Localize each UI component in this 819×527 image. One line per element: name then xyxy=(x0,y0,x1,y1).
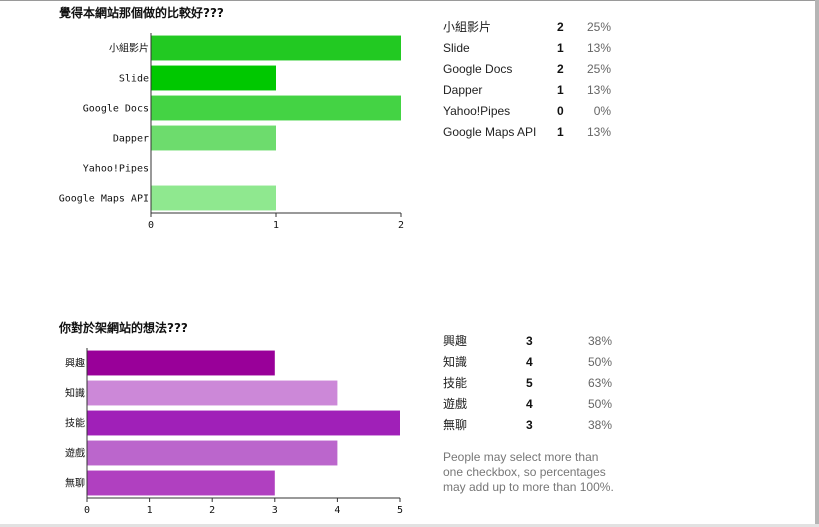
summary-percent: 38% xyxy=(587,417,612,432)
category-label: Google Maps API xyxy=(59,194,149,205)
summary-count: 0 xyxy=(557,103,564,118)
bar xyxy=(151,95,401,121)
category-label: Dapper xyxy=(113,134,149,145)
question-title: 覺得本網站那個做的比較好??? xyxy=(59,6,224,20)
scrollbar[interactable] xyxy=(815,0,819,527)
summary-label: 興趣 xyxy=(443,334,468,348)
summary-label: 技能 xyxy=(443,376,468,390)
summary-count: 5 xyxy=(526,375,533,390)
bar xyxy=(87,380,338,406)
x-tick-label: 0 xyxy=(148,220,154,231)
summary-count: 1 xyxy=(557,82,564,97)
x-tick-label: 2 xyxy=(398,220,404,231)
bar xyxy=(151,185,276,211)
x-tick-label: 0 xyxy=(84,505,90,516)
bar-chart: 小組影片 Slide Google Docs Dapper Yahoo!Pipes Goo… xyxy=(59,33,404,231)
summary-label: Yahoo!Pipes xyxy=(443,103,511,118)
summary-row: Google Maps API 1 13% xyxy=(443,121,611,142)
summary-row: 興趣 3 38% xyxy=(443,330,612,351)
bar xyxy=(87,470,275,496)
x-tick-label: 4 xyxy=(334,505,340,516)
summary-count: 3 xyxy=(526,417,533,432)
summary-percent: 25% xyxy=(587,61,612,76)
bar xyxy=(151,35,401,61)
summary-table: 小組影片 2 25% Slide 1 13% Google Docs 2 25%… xyxy=(443,16,611,142)
summary-count: 1 xyxy=(557,124,564,139)
x-tick-label: 2 xyxy=(209,505,215,516)
multi-select-note: People may select more than one checkbox… xyxy=(443,450,614,494)
category-label: 小組影片 xyxy=(109,42,149,55)
summary-label: Google Maps API xyxy=(443,124,537,139)
summary-row: 遊戲 4 50% xyxy=(443,393,612,414)
category-label: 興趣 xyxy=(65,357,85,370)
summary-label: 無聊 xyxy=(443,418,468,432)
summary-label: 知識 xyxy=(443,355,468,369)
summary-label: Slide xyxy=(443,40,470,55)
bar xyxy=(151,65,276,91)
summary-count: 2 xyxy=(557,61,564,76)
summary-label: Dapper xyxy=(443,82,483,97)
summary-table: 興趣 3 38% 知識 4 50% 技能 5 63% 遊戲 4 50% 無聊 3… xyxy=(443,330,612,435)
summary-percent: 13% xyxy=(587,40,612,55)
summary-count: 2 xyxy=(557,19,564,34)
summary-percent: 0% xyxy=(593,103,612,118)
bar xyxy=(87,440,338,466)
summary-percent: 38% xyxy=(587,333,612,348)
bar xyxy=(87,410,400,436)
summary-percent: 50% xyxy=(587,396,612,411)
category-label: Slide xyxy=(119,74,149,85)
summary-percent: 13% xyxy=(587,124,612,139)
summary-row: 知識 4 50% xyxy=(443,351,612,372)
category-label: Google Docs xyxy=(83,104,149,115)
summary-percent: 63% xyxy=(587,375,612,390)
bottom-border xyxy=(0,524,819,527)
x-tick-label: 3 xyxy=(272,505,278,516)
summary-count: 4 xyxy=(526,354,533,369)
x-tick-label: 1 xyxy=(147,505,153,516)
summary-label: Google Docs xyxy=(443,61,513,76)
summary-label: 小組影片 xyxy=(443,20,492,34)
bar xyxy=(151,125,276,151)
category-label: 遊戲 xyxy=(65,447,85,460)
summary-percent: 25% xyxy=(587,19,612,34)
x-tick-label: 1 xyxy=(273,220,279,231)
top-border xyxy=(0,0,819,1)
bar xyxy=(87,350,275,376)
question-title: 你對於架網站的想法??? xyxy=(59,321,188,335)
x-tick-label: 5 xyxy=(397,505,403,516)
summary-row: Google Docs 2 25% xyxy=(443,58,611,79)
category-label: 技能 xyxy=(65,417,85,430)
summary-row: 小組影片 2 25% xyxy=(443,16,611,37)
summary-percent: 50% xyxy=(587,354,612,369)
summary-row: 技能 5 63% xyxy=(443,372,612,393)
summary-count: 3 xyxy=(526,333,533,348)
summary-row: 無聊 3 38% xyxy=(443,414,612,435)
summary-row: Dapper 1 13% xyxy=(443,79,611,100)
summary-label: 遊戲 xyxy=(443,397,468,411)
summary-count: 1 xyxy=(557,40,564,55)
category-label: Yahoo!Pipes xyxy=(83,164,149,175)
summary-row: Slide 1 13% xyxy=(443,37,611,58)
summary-percent: 13% xyxy=(587,82,612,97)
category-label: 知識 xyxy=(65,387,85,400)
summary-count: 4 xyxy=(526,396,533,411)
summary-row: Yahoo!Pipes 0 0% xyxy=(443,100,611,121)
category-label: 無聊 xyxy=(65,477,85,490)
